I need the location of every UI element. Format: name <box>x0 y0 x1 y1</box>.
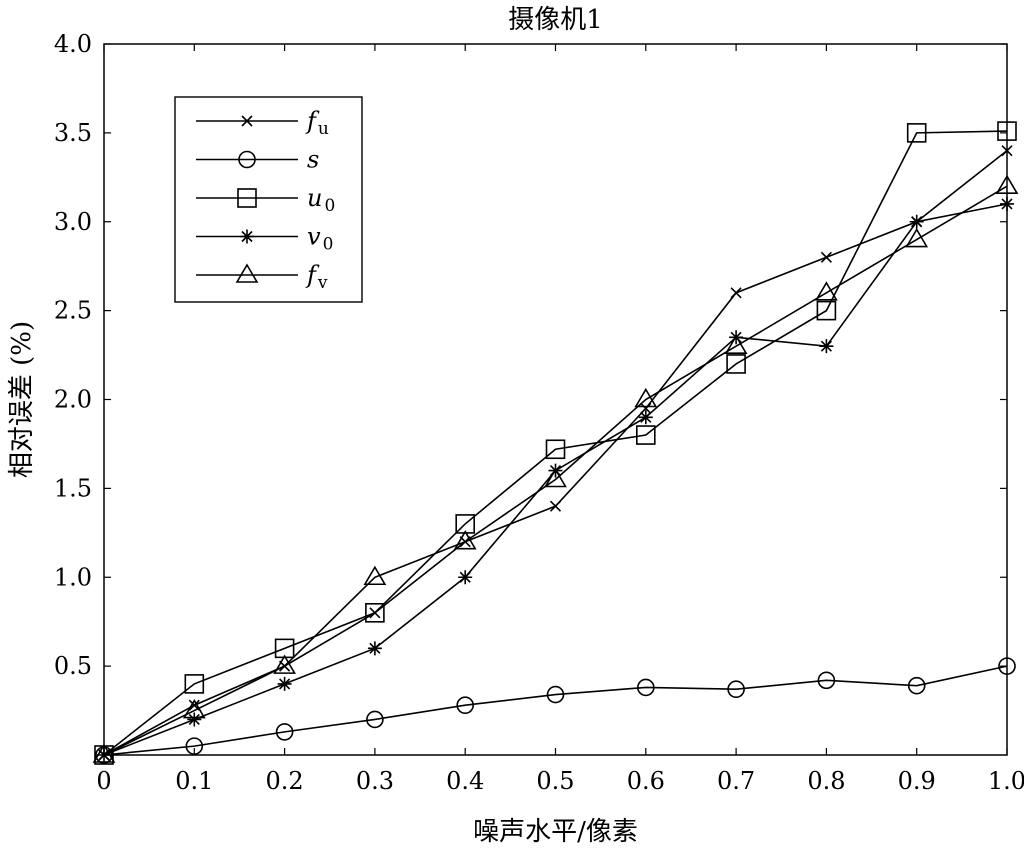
data-point-v0 <box>638 410 653 425</box>
legend-marker-s <box>238 150 256 169</box>
legend-marker-u0 <box>237 188 257 208</box>
x-tick-label: 0 <box>96 767 111 795</box>
data-point-fv <box>634 387 658 408</box>
data-point-u0 <box>635 425 656 445</box>
chart-title: 摄像机1 <box>508 5 603 35</box>
x-tick-label: 0.3 <box>356 767 394 795</box>
data-point-fu <box>640 402 652 414</box>
data-point-u0 <box>906 123 927 143</box>
y-tick-label: 0.5 <box>54 652 92 680</box>
data-point-u0 <box>184 674 205 694</box>
legend-marker-fv <box>235 263 259 283</box>
x-tick-label: 0.6 <box>627 767 665 795</box>
data-point-fv <box>995 174 1019 194</box>
y-tick-label: 1.5 <box>54 474 92 502</box>
data-point-fu-stroke <box>1001 145 1013 157</box>
series-s <box>95 657 1016 764</box>
legend-marker-fu <box>241 115 253 127</box>
x-tick-label: 1.0 <box>988 767 1024 795</box>
data-point-s <box>95 746 113 764</box>
data-point-fu-stroke <box>549 500 562 512</box>
data-point-u0 <box>816 300 837 321</box>
data-point-fv <box>92 743 116 763</box>
data-point-s <box>636 678 655 697</box>
data-point-s <box>546 685 565 704</box>
data-point-s <box>456 696 475 715</box>
data-point-v0 <box>909 214 924 229</box>
y-tick-label: 1.0 <box>54 563 92 591</box>
data-point-fv <box>363 565 387 586</box>
data-point-u0 <box>997 121 1017 141</box>
y-tick-label: 4.0 <box>54 30 92 58</box>
data-point-s <box>366 710 384 729</box>
y-tick-label: 3.5 <box>54 119 92 147</box>
y-axis-title: 相对误差 (%) <box>7 321 37 478</box>
data-point-s <box>998 657 1016 675</box>
data-point-fu <box>730 287 742 299</box>
series-layer <box>92 121 1019 765</box>
y-tick-label: 2.5 <box>54 297 92 325</box>
data-point-v0 <box>1000 196 1014 211</box>
series-line-s <box>103 665 1008 756</box>
data-point-fv <box>273 654 296 674</box>
legend: f usu 0v 0f v <box>174 96 363 303</box>
data-point-v0 <box>187 712 202 727</box>
legend-box <box>174 96 363 303</box>
data-point-u0 <box>545 439 566 460</box>
x-tick-label: 0.1 <box>175 767 213 795</box>
x-tick-label: 0.7 <box>717 767 755 795</box>
legend-marker-v0 <box>240 229 254 244</box>
data-point-v0 <box>819 339 834 354</box>
legend-marker-fu-stroke <box>241 115 253 127</box>
x-tick-label: 0.9 <box>898 767 936 795</box>
data-point-fu <box>549 500 562 512</box>
x-tick-label: 0.4 <box>446 767 484 795</box>
y-axis-ticks: 0.5 1.0 1.5 2.0 2.5 3.0 3.5 4.0 <box>54 30 1007 680</box>
data-point-fv <box>453 530 477 550</box>
series-line-u0 <box>103 130 1008 756</box>
y-tick-label: 3.0 <box>54 208 92 236</box>
data-point-fu-stroke <box>730 287 742 299</box>
x-axis-title: 噪声水平/像素 <box>473 817 638 847</box>
data-point-s <box>275 723 294 741</box>
data-point-v0 <box>367 641 382 656</box>
series-fv <box>92 174 1019 763</box>
series-line-fv <box>103 185 1008 756</box>
x-tick-label: 0.2 <box>266 767 304 795</box>
legend-item-s: s <box>196 146 319 174</box>
data-point-v0 <box>458 570 473 585</box>
data-point-fu-stroke <box>820 251 832 263</box>
data-point-u0 <box>365 602 385 623</box>
data-point-s <box>185 737 204 755</box>
data-point-fv <box>905 227 929 248</box>
x-tick-label: 0.5 <box>536 767 574 795</box>
data-point-s <box>727 680 745 699</box>
data-point-fv <box>815 281 838 301</box>
data-point-fv <box>182 698 206 719</box>
x-tick-label: 0.8 <box>807 767 845 795</box>
data-point-fu <box>1001 145 1013 157</box>
data-point-fv <box>724 334 748 354</box>
y-tick-label: 2.0 <box>54 386 92 414</box>
x-axis-ticks: 0 0.1 0.2 0.3 0.4 0.5 0.6 0.7 0.8 0.9 1.0 <box>96 44 1024 795</box>
legend-label-s: s <box>307 146 319 174</box>
data-point-fu <box>820 251 832 263</box>
data-point-fu-stroke <box>640 402 652 414</box>
data-point-s <box>817 671 836 690</box>
data-point-u0 <box>726 354 746 374</box>
data-point-v0 <box>277 676 292 691</box>
data-point-s <box>907 676 926 695</box>
data-point-fv <box>544 467 567 488</box>
